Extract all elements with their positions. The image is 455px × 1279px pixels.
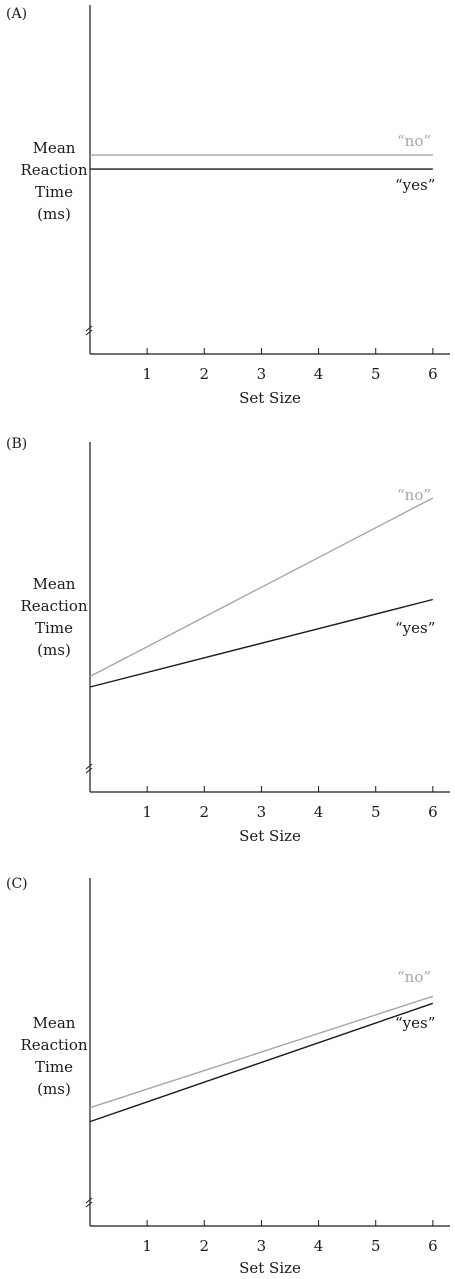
y-axis-label-line: (ms) bbox=[37, 205, 71, 223]
x-tick-label: 1 bbox=[142, 1237, 152, 1255]
plot-area: 1 2 3 4 5 6 bbox=[85, 442, 450, 821]
y-axis-label-line: (ms) bbox=[37, 1080, 71, 1098]
x-tick-label: 5 bbox=[371, 1237, 381, 1255]
series-label-no: “no” bbox=[397, 132, 432, 150]
x-tick-label: 6 bbox=[428, 803, 438, 821]
series-yes-line bbox=[89, 598, 434, 688]
x-tick-label: 2 bbox=[200, 1237, 210, 1255]
panel-label: (B) bbox=[6, 436, 28, 452]
x-axis-title: Set Size bbox=[239, 827, 301, 845]
plot-area: 1 2 3 4 5 6 bbox=[85, 878, 450, 1255]
series-label-yes: “yes” bbox=[395, 619, 436, 637]
y-axis-label: Mean Reaction Time (ms) bbox=[18, 137, 90, 225]
panel-label: (C) bbox=[6, 876, 28, 892]
y-axis-label-line: Reaction bbox=[20, 161, 88, 179]
series-label-yes: “yes” bbox=[395, 176, 436, 194]
x-tick-label: 1 bbox=[142, 803, 152, 821]
y-axis-label-line: (ms) bbox=[37, 641, 71, 659]
axis-break-mark bbox=[85, 763, 93, 770]
x-tick-label: 4 bbox=[314, 803, 324, 821]
x-tick-label: 5 bbox=[371, 365, 381, 383]
axis-break-mark bbox=[85, 329, 93, 336]
x-tick-label: 1 bbox=[142, 365, 152, 383]
y-axis-label-line: Reaction bbox=[20, 1036, 88, 1054]
y-axis-label-line: Time bbox=[35, 183, 73, 201]
y-axis-label: Mean Reaction Time (ms) bbox=[18, 573, 90, 661]
y-axis-label: Mean Reaction Time (ms) bbox=[18, 1012, 90, 1100]
x-tick-label: 5 bbox=[371, 803, 381, 821]
x-tick-label: 3 bbox=[257, 365, 267, 383]
x-tick-label: 3 bbox=[257, 1237, 267, 1255]
x-tick-label: 6 bbox=[428, 365, 438, 383]
axis-break-mark bbox=[85, 325, 93, 332]
series-no-line bbox=[89, 497, 434, 678]
y-axis-label-line: Time bbox=[35, 619, 73, 637]
panel-label: (A) bbox=[6, 6, 28, 22]
y-axis-label-line: Time bbox=[35, 1058, 73, 1076]
series-label-yes: “yes” bbox=[395, 1014, 436, 1032]
x-tick-label: 2 bbox=[200, 365, 210, 383]
y-axis-label-line: Mean bbox=[32, 575, 76, 593]
series-no-line bbox=[89, 995, 434, 1109]
axis-break-mark bbox=[85, 1201, 93, 1208]
axis-break-mark bbox=[85, 767, 93, 774]
x-tick-label: 4 bbox=[314, 1237, 324, 1255]
y-axis-label-line: Mean bbox=[32, 1014, 76, 1032]
series-label-no: “no” bbox=[397, 968, 432, 986]
x-axis-title: Set Size bbox=[239, 389, 301, 407]
plot-area: 1 2 3 4 5 6 bbox=[85, 5, 450, 383]
x-tick-label: 2 bbox=[200, 803, 210, 821]
x-tick-label: 3 bbox=[257, 803, 267, 821]
x-tick-label: 6 bbox=[428, 1237, 438, 1255]
y-axis-label-line: Reaction bbox=[20, 597, 88, 615]
y-axis-label-line: Mean bbox=[32, 139, 76, 157]
axis-break-mark bbox=[85, 1197, 93, 1204]
x-tick-label: 4 bbox=[314, 365, 324, 383]
series-yes-line bbox=[89, 1002, 434, 1123]
x-axis-title: Set Size bbox=[239, 1259, 301, 1277]
series-label-no: “no” bbox=[397, 486, 432, 504]
